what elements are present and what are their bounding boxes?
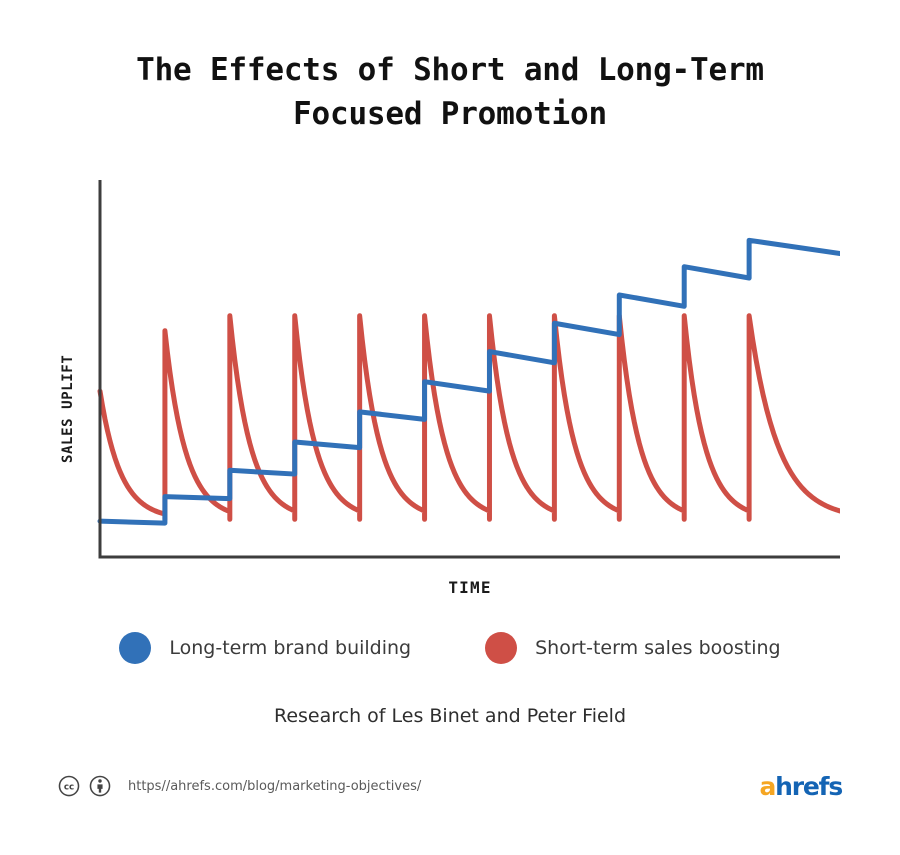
legend-marker-circle-red [485, 632, 518, 664]
y-axis-label: SALES UPLIFT [60, 354, 76, 463]
chart-legend: Long-term brand building Short-term sale… [0, 632, 900, 664]
legend-item-long-term[interactable]: Long-term brand building [119, 632, 411, 664]
ahrefs-logo[interactable]: a hrefs [759, 770, 843, 802]
chart-svg [97, 180, 840, 559]
x-axis-label: TIME [448, 578, 492, 597]
footer: cc https//ahrefs.com/blog/marketing-obje… [0, 770, 900, 810]
series-long-term-brand-building [97, 237, 840, 526]
legend-label-long-term: Long-term brand building [169, 637, 412, 659]
creative-commons-by-icon [89, 775, 111, 797]
chart-axes [98, 180, 840, 559]
ahrefs-logo-a: a [759, 771, 776, 801]
page-title: The Effects of Short and Long-Term Focus… [136, 52, 764, 132]
ahrefs-logo-hrefs: hrefs [775, 771, 843, 801]
creative-commons-icon: cc [58, 775, 80, 797]
footer-license-block: cc https//ahrefs.com/blog/marketing-obje… [58, 770, 421, 802]
legend-label-short-term: Short-term sales boosting [535, 637, 781, 659]
svg-text:cc: cc [64, 783, 74, 793]
source-caption: Research of Les Binet and Peter Field [273, 705, 627, 727]
legend-item-short-term[interactable]: Short-term sales boosting [485, 632, 781, 664]
chart-container: SALES UPLIFT [0, 165, 900, 585]
series-short-term-sales-boosting [97, 313, 840, 522]
footer-url[interactable]: https//ahrefs.com/blog/marketing-objecti… [128, 778, 422, 794]
legend-marker-circle-blue [119, 632, 152, 664]
